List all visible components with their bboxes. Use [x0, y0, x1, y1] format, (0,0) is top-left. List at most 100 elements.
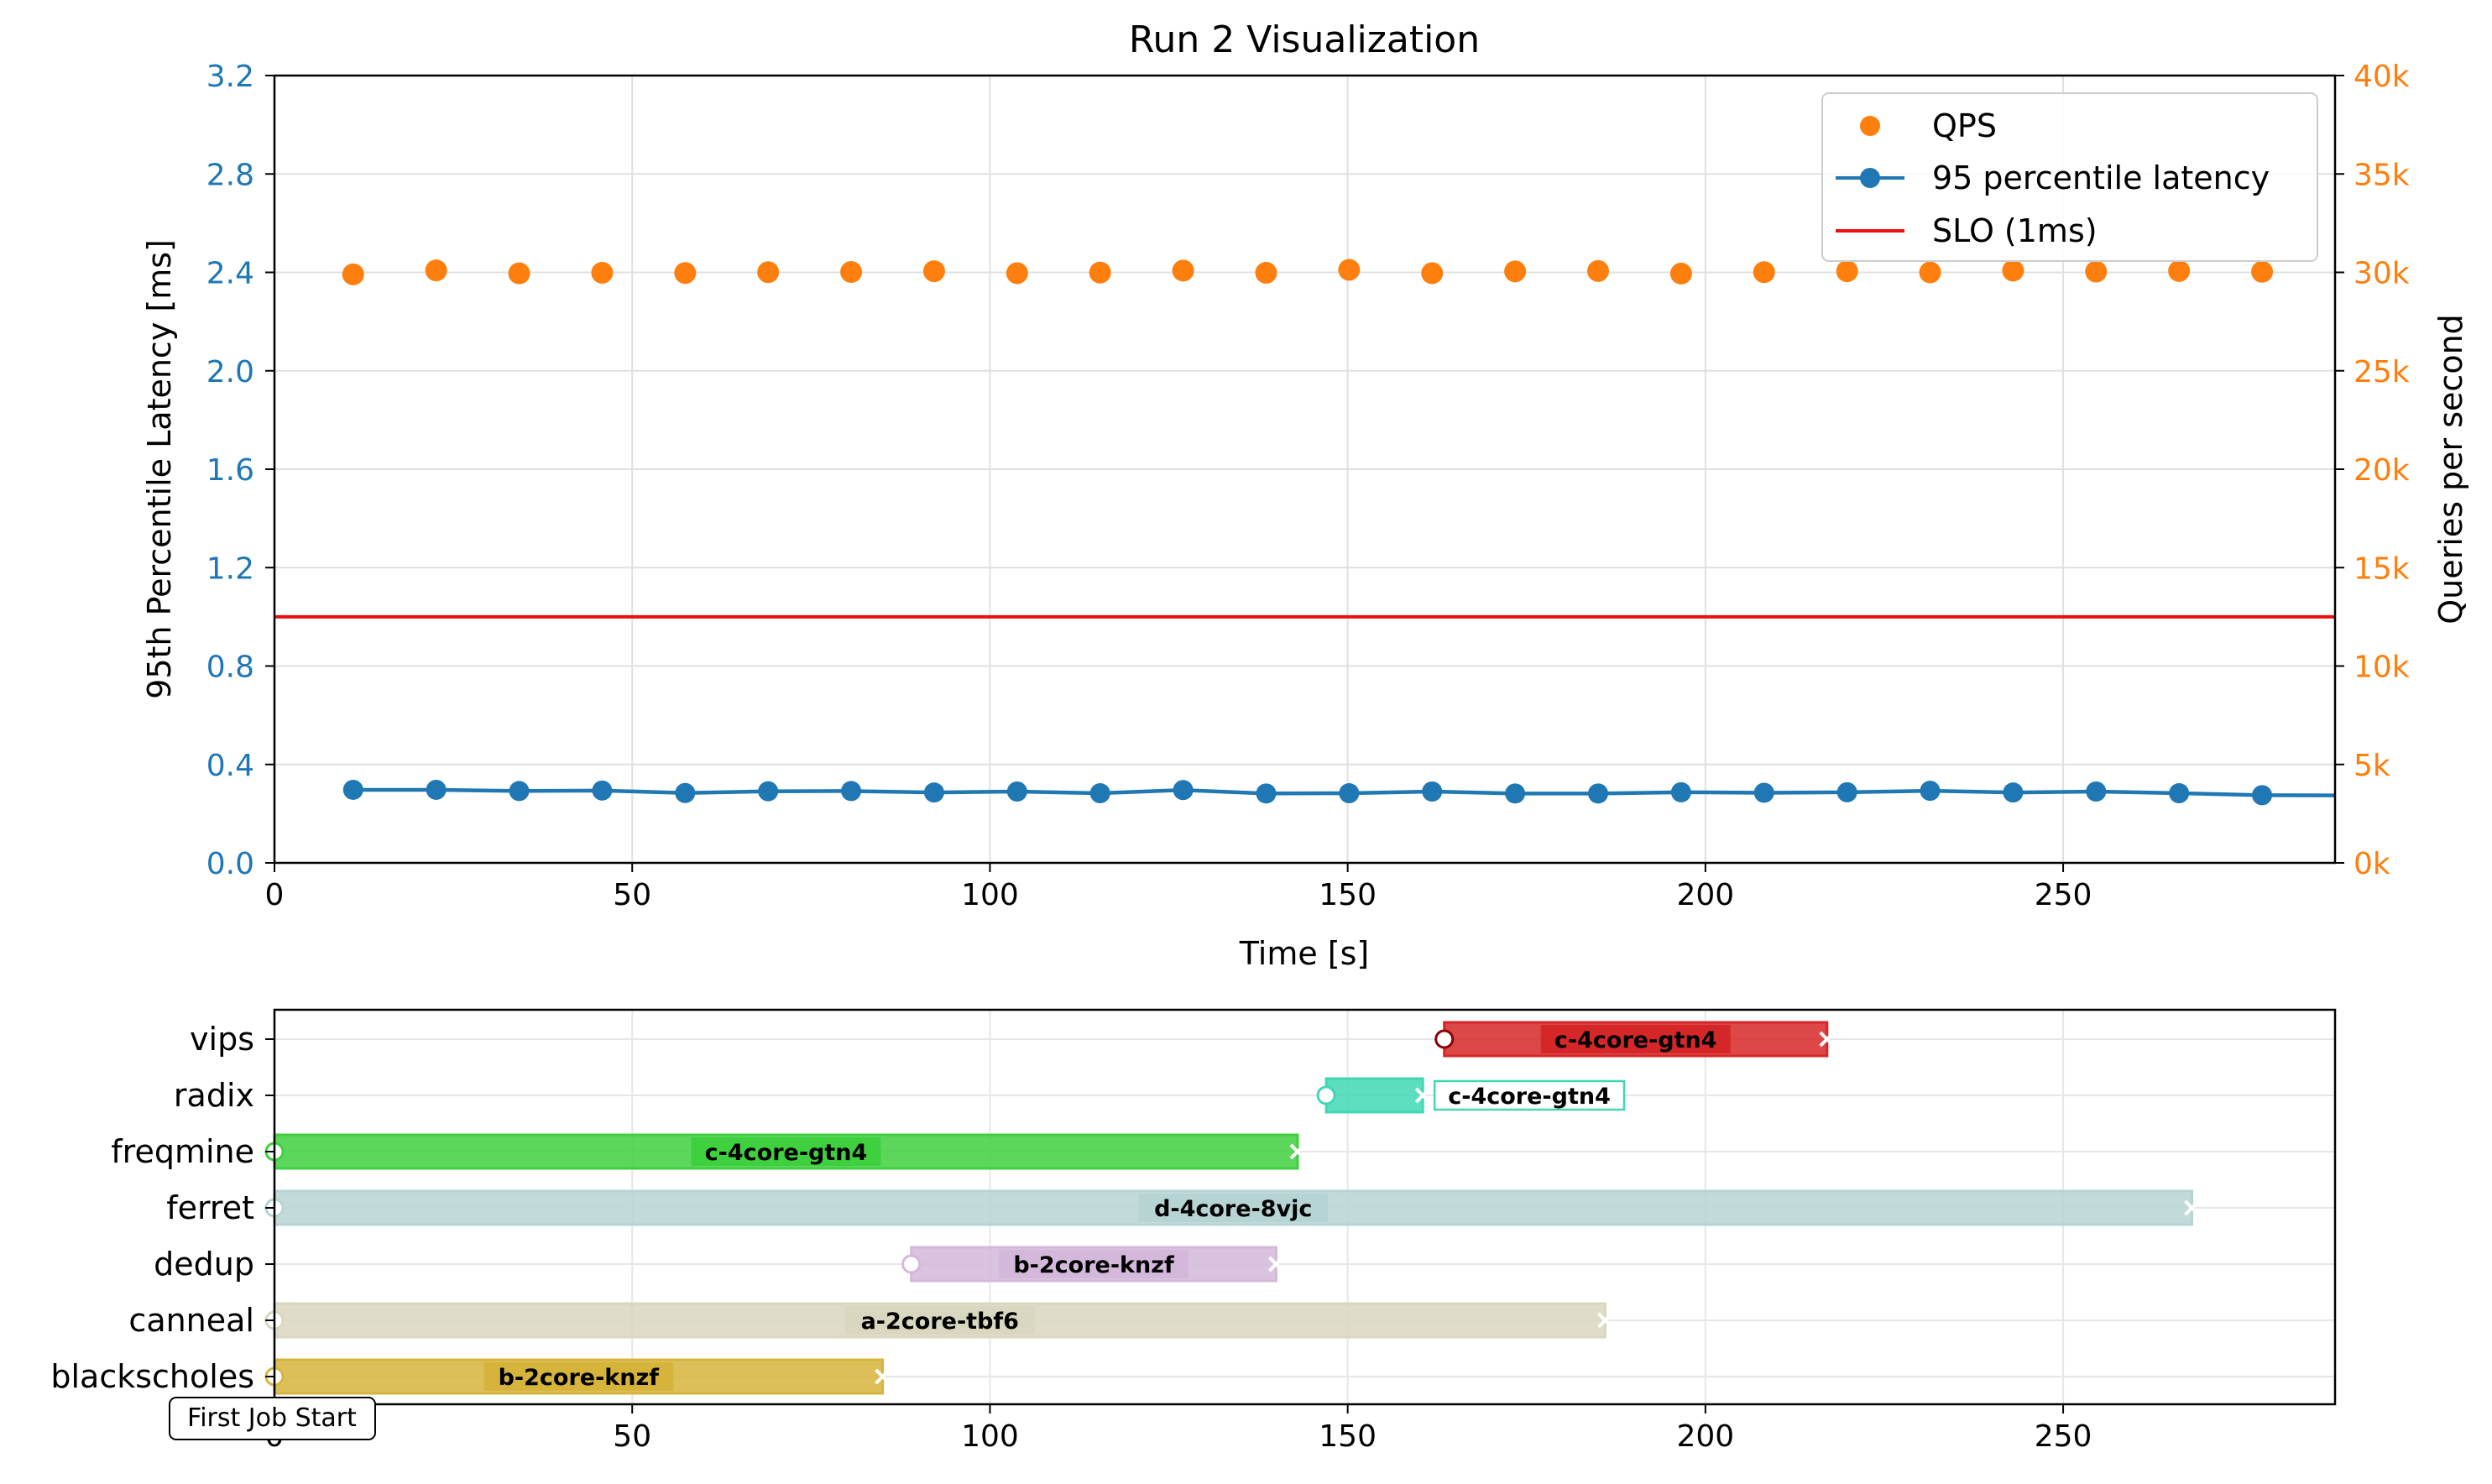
qps-point: [591, 261, 614, 284]
job-bar-radix: [1324, 1077, 1424, 1114]
y-tick-label-right: 5k: [2354, 749, 2390, 783]
job-start-marker: [901, 1254, 922, 1274]
x-tick-label: 250: [2035, 1419, 2092, 1454]
latency-point: [1836, 781, 1857, 802]
qps-series: [342, 259, 2274, 285]
job-end-marker: [1289, 1143, 1306, 1160]
qps-point: [1919, 261, 1941, 284]
latency-point: [2086, 781, 2107, 802]
job-timeline-chart: c-4core-gtn4 c-4core-gtn4 c-4core-gtn4 d-4c…: [50, 1008, 2337, 1454]
legend-box: [1821, 92, 2318, 262]
y-tick-label-right: 10k: [2354, 651, 2410, 685]
job-name-label: vips: [190, 1021, 254, 1058]
latency-point: [675, 782, 696, 803]
y-tick-label-left: 1.6: [206, 453, 254, 488]
job-label: c-4core-gtn4: [705, 1140, 868, 1166]
job-name-label: blackscholes: [50, 1358, 254, 1395]
x-tick-label: 150: [1319, 878, 1377, 912]
job-label-box: [1540, 1025, 1731, 1053]
job-end-marker: [1597, 1312, 1613, 1329]
latency-point: [1173, 780, 1194, 801]
y-axis-label-right: Queries per second: [2432, 314, 2469, 624]
x-tick-label: 100: [961, 878, 1019, 912]
y-tick-label-right: 20k: [2354, 453, 2410, 488]
y-tick-label-left: 0.4: [206, 749, 254, 783]
latency-point: [1670, 781, 1691, 802]
x-tick-label: 250: [2035, 878, 2092, 912]
y-tick-label-left: 1.2: [206, 551, 254, 586]
job-end-marker: [1819, 1031, 1836, 1048]
y-tick-label-left: 2.4: [206, 257, 254, 291]
y-tick-label-left: 2.0: [206, 355, 254, 389]
qps-point: [922, 260, 945, 283]
qps-point: [1255, 261, 1277, 284]
y-tick-label-left: 0.0: [206, 847, 254, 881]
qps-point: [2251, 260, 2274, 283]
latency-point: [1089, 783, 1110, 804]
x-tick-label: 200: [1677, 878, 1735, 912]
job-name-label: radix: [174, 1077, 254, 1114]
job-label: d-4core-8vjc: [1154, 1196, 1312, 1222]
x-tick-label: 100: [961, 1419, 1019, 1454]
x-tick-label: 200: [1677, 1419, 1735, 1454]
top-y-ticks-right: 0k 5k 10k 15k 20k 25k 30k 35k 40k: [2335, 60, 2410, 881]
x-tick-label: 0: [265, 878, 285, 912]
job-label: b-2core-knzf: [499, 1365, 660, 1391]
job-label-box: [483, 1362, 674, 1391]
job-end-marker: [875, 1368, 891, 1385]
y-tick-label-right: 30k: [2354, 257, 2410, 291]
bottom-y-ticks: vips radix freqmine ferret dedup canneal black…: [50, 1021, 274, 1395]
latency-series: [342, 779, 2336, 806]
job-start-marker: [1434, 1029, 1455, 1049]
x-axis-label: Time [s]: [1239, 935, 1370, 972]
annotation-box: [169, 1397, 376, 1440]
y-tick-label-right: 0k: [2354, 847, 2390, 881]
job-label-box: [999, 1250, 1189, 1278]
y-tick-label-left: 3.2: [206, 60, 254, 94]
top-y-ticks-left: 0.0 0.4 0.8 1.2 1.6 2.0 2.4 2.8 3.2: [206, 60, 274, 881]
qps-point: [1421, 262, 1444, 285]
legend-latency-label: 95 percentile latency: [1932, 159, 2270, 196]
job-label-box: [844, 1306, 1035, 1335]
job-label-box: [1433, 1079, 1626, 1111]
legend-qps-marker: [1860, 116, 1880, 136]
latency-point: [841, 781, 862, 802]
job-label-box: [691, 1137, 881, 1166]
qps-point: [1753, 261, 1775, 284]
qps-point: [1338, 259, 1361, 281]
job-name-label: freqmine: [111, 1133, 254, 1170]
latency-point: [2252, 785, 2273, 806]
job-name-label: ferret: [166, 1189, 254, 1226]
latency-point: [592, 780, 613, 801]
latency-point: [1339, 783, 1360, 804]
job-name-label: dedup: [154, 1246, 254, 1283]
qps-point: [342, 263, 364, 285]
qps-point: [1836, 260, 1858, 283]
job-end-marker: [1414, 1087, 1431, 1104]
latency-point: [342, 779, 363, 800]
latency-point: [1920, 781, 1941, 802]
x-tick-label: 50: [613, 878, 651, 912]
job-name-label: canneal: [128, 1302, 254, 1339]
job-label: c-4core-gtn4: [1554, 1027, 1717, 1053]
latency-qps-chart: Run 2 Visualization 0 50 100 150 200 250 0.00…: [141, 18, 2469, 972]
qps-point: [674, 262, 697, 285]
qps-point: [508, 262, 530, 285]
first-job-start-annotation: First Job Start: [169, 1397, 376, 1440]
qps-point: [2002, 259, 2024, 282]
latency-point: [1505, 783, 1526, 804]
x-tick-label: 150: [1319, 1419, 1377, 1454]
y-tick-label-left: 0.8: [206, 651, 254, 685]
latency-point: [509, 781, 530, 802]
top-x-ticks: 0 50 100 150 200 250: [265, 863, 2092, 912]
latency-point: [2169, 783, 2190, 804]
latency-point: [758, 781, 779, 802]
legend-qps-label: QPS: [1932, 107, 1997, 144]
qps-point: [2085, 260, 2108, 283]
y-axis-label-left: 95th Percentile Latency [ms]: [141, 239, 178, 699]
y-tick-label-right: 15k: [2354, 551, 2410, 586]
job-start-marker: [1316, 1085, 1336, 1105]
latency-point: [1753, 782, 1774, 803]
qps-point: [1669, 262, 1692, 285]
